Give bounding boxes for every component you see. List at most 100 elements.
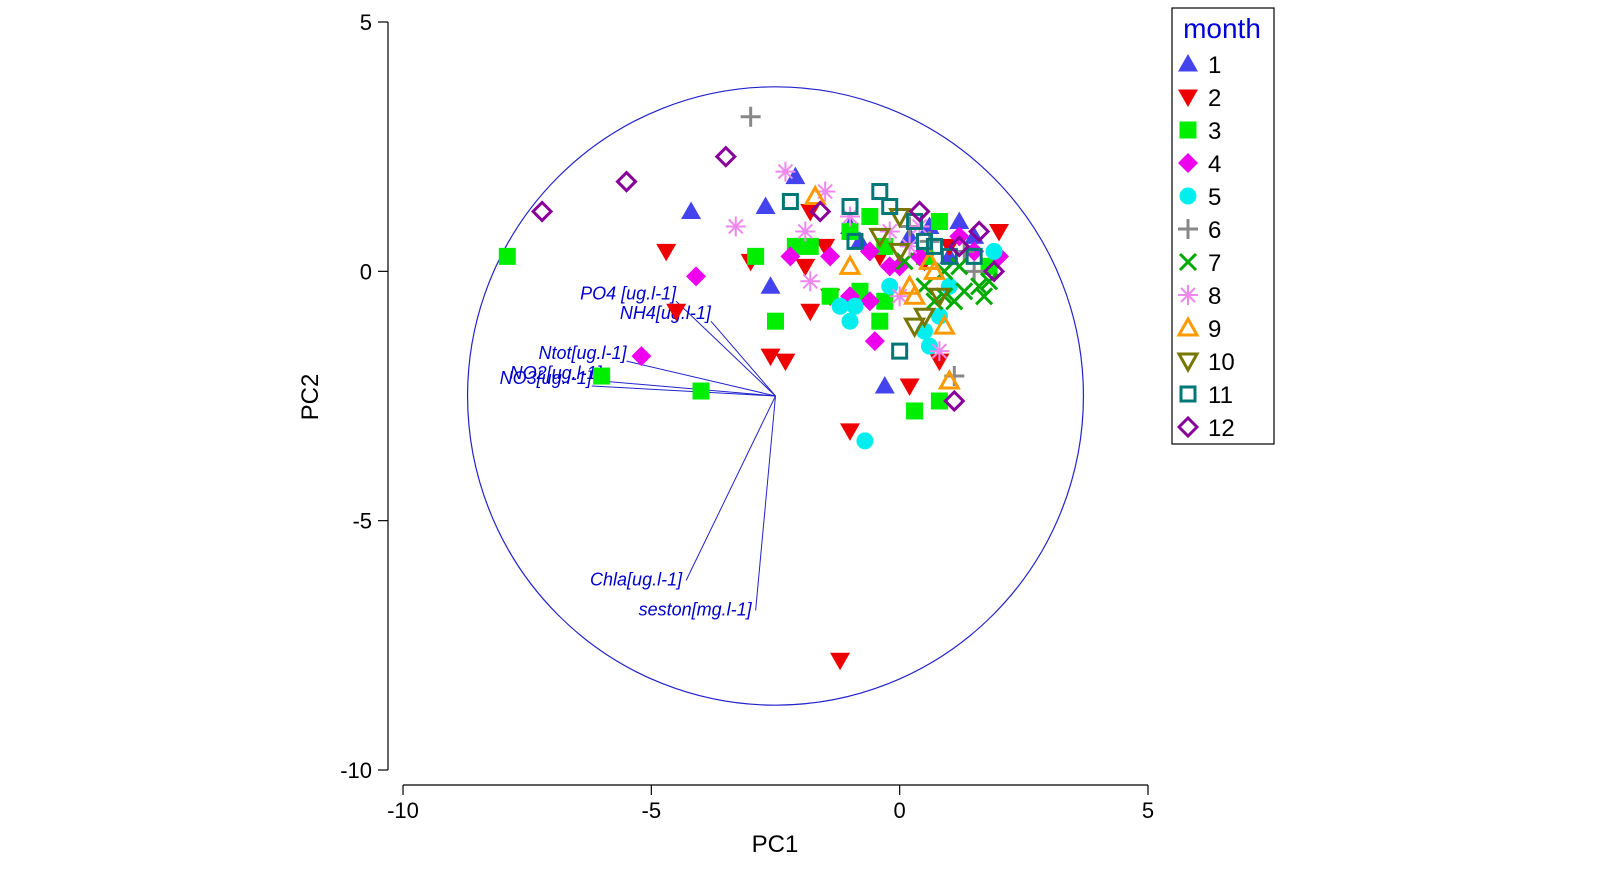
legend-marker bbox=[1178, 89, 1198, 107]
x-tick-label: 0 bbox=[894, 798, 906, 823]
legend-marker bbox=[1178, 219, 1198, 239]
data-point bbox=[841, 312, 859, 330]
axes bbox=[387, 22, 1148, 786]
data-point bbox=[692, 382, 710, 400]
data-point bbox=[714, 145, 737, 168]
legend-entry: 9 bbox=[1176, 315, 1221, 343]
y-axis-title: PC2 bbox=[297, 374, 324, 421]
loading-vector-label: NO2[ug.l-1] bbox=[510, 363, 603, 383]
data-point bbox=[881, 198, 899, 216]
data-point bbox=[800, 271, 821, 292]
data-point bbox=[801, 237, 819, 255]
x-tick-label: 5 bbox=[1142, 798, 1154, 823]
loading-vector bbox=[626, 360, 776, 397]
series-month-11 bbox=[781, 183, 983, 360]
data-point bbox=[927, 287, 951, 309]
data-point bbox=[830, 652, 851, 671]
legend-marker bbox=[1176, 315, 1200, 337]
data-point bbox=[982, 260, 1006, 283]
data-point bbox=[840, 206, 860, 227]
data-point bbox=[871, 183, 889, 201]
data-point bbox=[815, 181, 836, 202]
data-point bbox=[849, 231, 870, 249]
data-point bbox=[916, 232, 933, 250]
loading-vector bbox=[755, 395, 776, 611]
data-point bbox=[800, 303, 821, 322]
data-point bbox=[948, 235, 971, 258]
x-axis-title: PC1 bbox=[752, 831, 799, 858]
data-point bbox=[656, 243, 677, 262]
data-point bbox=[899, 378, 920, 397]
data-point bbox=[891, 342, 909, 360]
data-point bbox=[980, 272, 999, 291]
legend-marker bbox=[1176, 415, 1200, 439]
data-point bbox=[864, 331, 885, 352]
legend-entry: 5 bbox=[1179, 184, 1221, 211]
data-point bbox=[755, 196, 776, 215]
legend-entry: 7 bbox=[1178, 250, 1221, 277]
data-point bbox=[861, 207, 879, 225]
data-point bbox=[666, 303, 687, 322]
data-point bbox=[940, 247, 958, 265]
legend-label: 1 bbox=[1208, 52, 1221, 79]
data-point bbox=[780, 246, 801, 267]
data-point bbox=[925, 237, 943, 255]
legend-label: 5 bbox=[1208, 184, 1221, 211]
data-point bbox=[740, 106, 761, 127]
loading-vector bbox=[685, 395, 776, 581]
legend-label: 12 bbox=[1208, 415, 1235, 442]
legend-entry: 6 bbox=[1178, 217, 1221, 244]
data-point bbox=[949, 211, 970, 229]
data-point bbox=[888, 242, 912, 264]
data-point bbox=[912, 307, 937, 329]
legend-marker bbox=[1176, 352, 1200, 374]
data-point bbox=[498, 247, 516, 265]
data-point bbox=[820, 246, 841, 267]
data-point bbox=[889, 286, 910, 307]
data-point bbox=[930, 212, 948, 230]
data-point bbox=[795, 258, 816, 277]
data-point bbox=[803, 184, 827, 206]
legend-label: 7 bbox=[1208, 250, 1221, 277]
data-point bbox=[903, 317, 927, 339]
data-point bbox=[841, 198, 859, 216]
loading-vector bbox=[591, 385, 776, 397]
y-tick-label: -10 bbox=[340, 758, 372, 783]
data-point bbox=[785, 166, 806, 185]
ticks: -10 -5 0 5 5 0 -5 -10 bbox=[340, 10, 1154, 823]
data-point bbox=[871, 312, 889, 330]
legend-label: 8 bbox=[1208, 283, 1221, 310]
legend-entry: 11 bbox=[1179, 382, 1233, 409]
data-point bbox=[809, 200, 832, 223]
legend-entry: 10 bbox=[1176, 349, 1235, 376]
data-point bbox=[846, 232, 864, 250]
data-point bbox=[922, 259, 946, 280]
legend-entry: 3 bbox=[1179, 118, 1221, 145]
y-tick-label: 0 bbox=[360, 259, 372, 284]
data-point bbox=[903, 284, 927, 305]
data-point bbox=[888, 207, 912, 229]
y-tick-label: 5 bbox=[360, 10, 372, 35]
data-point bbox=[831, 297, 849, 315]
data-point bbox=[965, 247, 983, 265]
legend-label: 9 bbox=[1208, 316, 1221, 343]
legend-label: 11 bbox=[1208, 382, 1233, 409]
loading-vector bbox=[601, 380, 776, 397]
legend-marker bbox=[1179, 121, 1197, 139]
legend-label: 2 bbox=[1208, 85, 1221, 112]
data-point bbox=[879, 221, 900, 242]
data-point bbox=[930, 392, 948, 410]
legend-label: 3 bbox=[1208, 118, 1221, 145]
data-point bbox=[989, 223, 1009, 242]
data-point bbox=[868, 227, 892, 249]
data-point bbox=[775, 353, 796, 372]
x-tick-label: -10 bbox=[387, 798, 419, 823]
data-point bbox=[968, 220, 991, 243]
data-point bbox=[859, 241, 880, 262]
data-point bbox=[631, 346, 652, 367]
data-point bbox=[909, 216, 930, 237]
data-point bbox=[876, 292, 894, 310]
data-point bbox=[879, 256, 900, 277]
data-point bbox=[760, 276, 781, 294]
